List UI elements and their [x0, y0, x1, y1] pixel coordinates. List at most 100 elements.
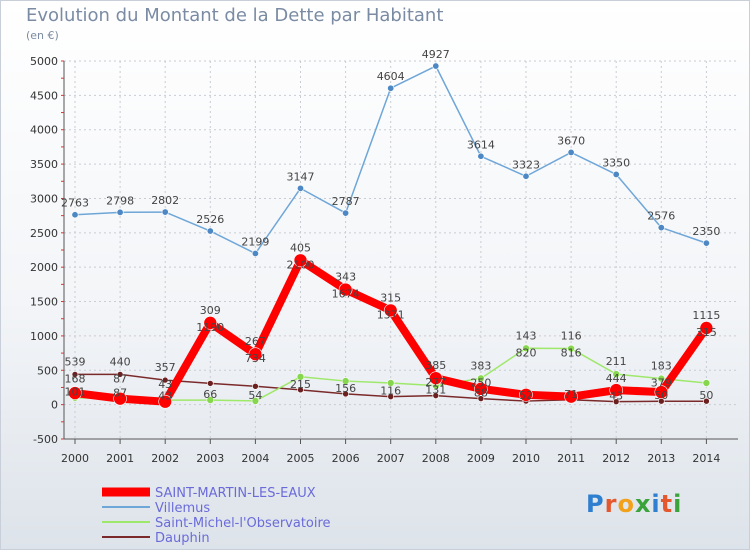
data-label: 2350: [692, 225, 720, 238]
point-villemus: [296, 184, 304, 192]
point-saint_michel: [386, 379, 395, 387]
point-villemus: [567, 148, 575, 156]
data-label: 43: [158, 378, 172, 391]
y-tick-label: -500: [33, 433, 58, 446]
y-tick-label: 1500: [30, 296, 58, 309]
y-tick-label: 3500: [30, 158, 58, 171]
point-saint_michel: [477, 374, 485, 383]
data-label: 539: [65, 355, 86, 368]
data-label: 43: [158, 390, 172, 403]
point-saint_martin: [654, 385, 669, 399]
data-label: 71: [564, 388, 578, 401]
data-label: 43: [609, 390, 623, 403]
point-saint_martin: [383, 303, 398, 318]
data-label: 131: [425, 384, 446, 397]
point-villemus: [342, 209, 350, 217]
legend-label-villemus: Villemus: [155, 501, 210, 516]
point-saint_martin: [293, 253, 308, 268]
logo-letter: r: [604, 490, 618, 518]
data-label: 2763: [61, 197, 89, 210]
data-label: 4927: [422, 48, 450, 61]
y-tick-label: 500: [37, 364, 58, 377]
data-label: 3147: [287, 170, 315, 183]
logo-letter: o: [617, 490, 635, 518]
point-saint_michel: [567, 344, 575, 353]
point-villemus: [612, 170, 620, 178]
data-label: 357: [155, 361, 176, 374]
point-saint_michel: [702, 379, 711, 387]
data-label: 267: [245, 335, 266, 348]
point-villemus: [71, 211, 79, 219]
x-tick-label: 2005: [287, 452, 315, 465]
logo-letter: i: [673, 490, 683, 518]
data-label: 116: [561, 330, 582, 343]
data-label: 3614: [467, 138, 495, 151]
logo-letter: i: [651, 490, 661, 518]
logo-letter: P: [586, 490, 605, 518]
point-dauphin: [387, 393, 395, 400]
y-tick-label: 2000: [30, 261, 58, 274]
data-label: 343: [335, 271, 356, 284]
data-label: 2199: [241, 236, 269, 249]
data-label: 88: [474, 387, 488, 400]
point-dauphin: [297, 386, 304, 394]
data-label: 315: [380, 291, 401, 304]
point-dauphin: [116, 371, 124, 378]
chart-unit: (en €): [26, 29, 59, 42]
x-tick-label: 2001: [106, 452, 134, 465]
point-villemus: [161, 208, 169, 216]
data-label: 1190: [196, 321, 224, 334]
x-tick-label: 2008: [422, 452, 450, 465]
point-saint_martin: [203, 316, 218, 330]
legend-label-saint_michel: Saint-Michel-l'Observatoire: [155, 516, 331, 531]
data-label: 379: [651, 377, 672, 390]
data-label: 143: [516, 329, 537, 342]
data-label: 3670: [557, 134, 585, 147]
data-label: 444: [606, 372, 627, 385]
data-label: 215: [290, 378, 311, 391]
point-villemus: [206, 227, 214, 235]
data-label: 101: [65, 386, 86, 399]
point-dauphin: [612, 398, 620, 405]
point-dauphin: [207, 380, 214, 387]
point-saint_michel: [296, 373, 305, 381]
point-saint_martin: [158, 394, 172, 409]
point-dauphin: [432, 392, 440, 399]
data-label: 66: [203, 388, 217, 401]
point-saint_martin: [609, 383, 624, 397]
point-saint_michel: [251, 397, 260, 405]
point-villemus: [477, 152, 485, 160]
chart-title: Evolution du Montant de la Dette par Hab…: [26, 5, 444, 26]
data-label: 277: [425, 376, 446, 389]
x-tick-label: 2009: [467, 452, 495, 465]
point-villemus: [522, 172, 530, 180]
data-label: 385: [425, 359, 446, 372]
data-label: 2576: [647, 210, 675, 223]
point-saint_michel: [341, 377, 350, 385]
legend-label-dauphin: Dauphin: [155, 531, 210, 546]
data-label: 87: [113, 387, 127, 400]
data-label: 309: [200, 304, 221, 317]
data-label: 734: [245, 352, 266, 365]
x-tick-label: 2006: [332, 452, 360, 465]
point-saint_michel: [522, 344, 530, 353]
x-tick-label: 2010: [512, 452, 540, 465]
data-label: 1371: [377, 308, 405, 321]
data-label: 87: [113, 372, 127, 385]
x-tick-label: 2000: [61, 452, 89, 465]
data-label: 3323: [512, 158, 540, 171]
x-tick-label: 2014: [692, 452, 720, 465]
data-label: 315: [696, 326, 717, 339]
y-tick-label: 5000: [30, 55, 58, 68]
data-label: 3350: [602, 156, 630, 169]
proxiti-logo: Proxiti: [586, 490, 682, 518]
data-label: 383: [470, 359, 491, 372]
point-saint_martin: [564, 389, 578, 404]
data-label: 116: [380, 385, 401, 398]
data-label: 52: [519, 389, 533, 402]
y-tick-label: 4000: [30, 124, 58, 137]
y-tick-label: 3000: [30, 192, 58, 205]
data-label: 820: [516, 346, 537, 359]
